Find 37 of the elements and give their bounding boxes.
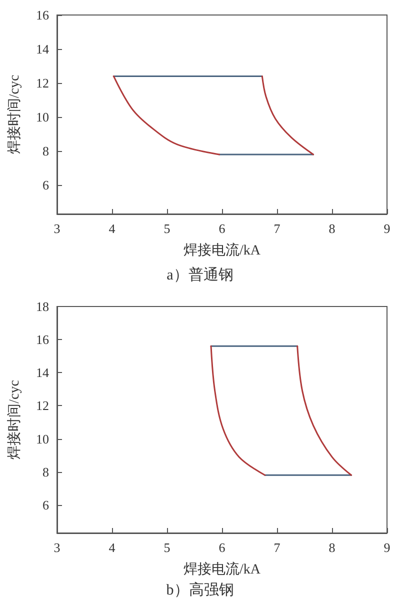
- y-tick-label: 16: [36, 8, 50, 22]
- x-tick-label: 4: [108, 540, 116, 555]
- x-tick-label: 9: [384, 540, 390, 555]
- x-axis-title: 焊接电流/kA: [184, 242, 262, 258]
- y-axis-title: 焊接时间/cyc: [6, 380, 22, 460]
- x-tick-label: 8: [328, 221, 336, 236]
- y-tick-label: 14: [36, 365, 50, 380]
- y-tick-label: 12: [36, 398, 49, 414]
- x-tick-label: 4: [108, 221, 116, 236]
- x-tick-label: 9: [384, 221, 390, 236]
- y-tick-label: 6: [42, 497, 50, 512]
- x-tick-label: 6: [218, 221, 226, 236]
- x-tick-label: 7: [274, 221, 281, 236]
- x-tick-label: 5: [164, 540, 170, 555]
- y-axis-title: 焊接时间/cyc: [6, 74, 22, 154]
- y-tick-label: 10: [36, 431, 49, 446]
- x-tick-label: 7: [274, 540, 281, 555]
- line-series: [261, 75, 314, 156]
- line-series: [296, 345, 352, 476]
- x-tick-label: 5: [164, 221, 170, 236]
- y-tick-label: 10: [36, 110, 49, 125]
- x-tick-label: 3: [54, 540, 60, 555]
- y-tick-label: 18: [36, 299, 49, 314]
- line-series: [112, 75, 220, 156]
- x-tick-label: 3: [54, 221, 60, 236]
- y-tick-label: 8: [42, 144, 49, 159]
- y-tick-label: 14: [36, 42, 50, 57]
- y-tick-label: 6: [42, 178, 50, 193]
- line-series: [210, 345, 266, 476]
- y-tick-label: 16: [36, 332, 50, 348]
- y-tick-label: 8: [42, 464, 49, 480]
- x-tick-label: 8: [328, 540, 336, 555]
- y-tick-label: 12: [36, 76, 49, 91]
- x-axis-title: 焊接电流/kA: [184, 562, 262, 578]
- text: a）普通钢: [166, 266, 234, 284]
- text: b）高强钢: [166, 582, 234, 598]
- x-tick-label: 6: [218, 540, 226, 555]
